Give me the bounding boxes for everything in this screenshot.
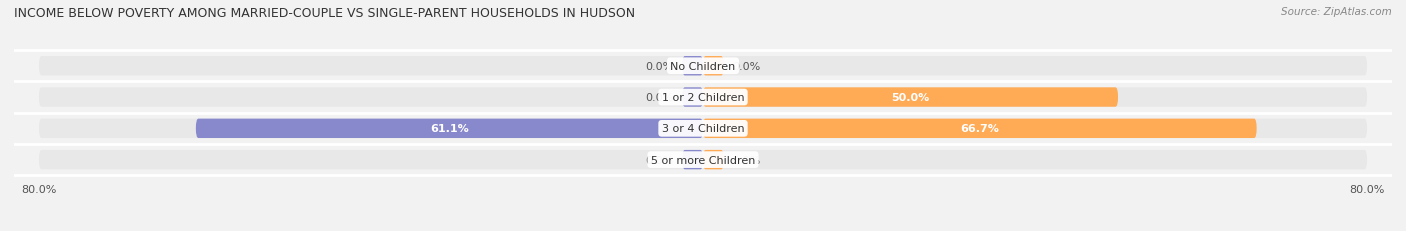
FancyBboxPatch shape xyxy=(39,88,1367,107)
FancyBboxPatch shape xyxy=(682,150,703,170)
Text: 66.7%: 66.7% xyxy=(960,124,1000,134)
FancyBboxPatch shape xyxy=(39,57,1367,76)
FancyBboxPatch shape xyxy=(195,119,703,138)
Text: 61.1%: 61.1% xyxy=(430,124,468,134)
Text: 50.0%: 50.0% xyxy=(891,93,929,103)
Text: 0.0%: 0.0% xyxy=(645,93,673,103)
FancyBboxPatch shape xyxy=(39,150,1367,170)
FancyBboxPatch shape xyxy=(703,150,724,170)
Text: INCOME BELOW POVERTY AMONG MARRIED-COUPLE VS SINGLE-PARENT HOUSEHOLDS IN HUDSON: INCOME BELOW POVERTY AMONG MARRIED-COUPL… xyxy=(14,7,636,20)
Text: Source: ZipAtlas.com: Source: ZipAtlas.com xyxy=(1281,7,1392,17)
FancyBboxPatch shape xyxy=(703,119,1257,138)
Text: 0.0%: 0.0% xyxy=(733,61,761,71)
Text: 3 or 4 Children: 3 or 4 Children xyxy=(662,124,744,134)
Text: 0.0%: 0.0% xyxy=(645,61,673,71)
FancyBboxPatch shape xyxy=(682,57,703,76)
Text: 5 or more Children: 5 or more Children xyxy=(651,155,755,165)
Text: 1 or 2 Children: 1 or 2 Children xyxy=(662,93,744,103)
FancyBboxPatch shape xyxy=(682,88,703,107)
FancyBboxPatch shape xyxy=(703,57,724,76)
Text: No Children: No Children xyxy=(671,61,735,71)
FancyBboxPatch shape xyxy=(39,119,1367,138)
FancyBboxPatch shape xyxy=(703,88,1118,107)
Text: 0.0%: 0.0% xyxy=(645,155,673,165)
Text: 0.0%: 0.0% xyxy=(733,155,761,165)
